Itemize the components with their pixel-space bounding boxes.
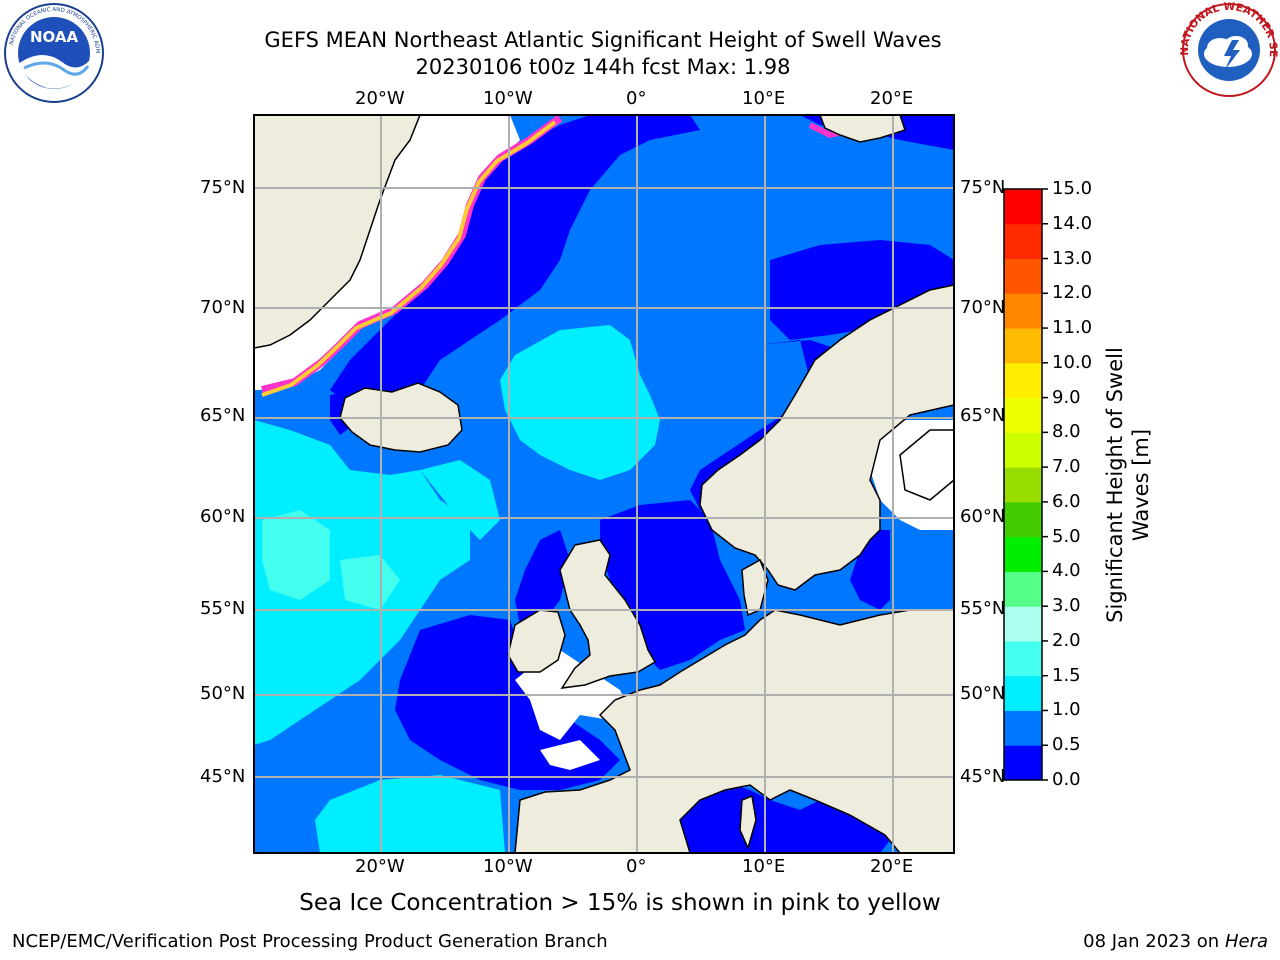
- colorbar-tick-label: 8.0: [1052, 421, 1081, 443]
- chart-subtitle: 20230106 t00z 144h fcst Max: 1.98: [415, 55, 791, 79]
- colorbar-label: Significant Height of Swell Waves [m]: [1103, 347, 1153, 623]
- colorbar-tick-label: 9.0: [1052, 386, 1081, 408]
- colorbar-tick-label: 0.0: [1052, 769, 1081, 790]
- colorbar-tick-label: 3.0: [1052, 595, 1081, 617]
- colorbar-tick-label: 15.0: [1052, 178, 1093, 199]
- map-frame: [253, 114, 955, 854]
- colorbar-tick-label: 2.0: [1052, 629, 1081, 651]
- lon-label-top-10w: 10°W: [483, 88, 533, 109]
- nws-logo: NATIONAL WEATHER SERVICE: [1178, 0, 1279, 97]
- lat-label-left-55n: 55°N: [200, 598, 246, 619]
- colorbar-tick-label: 11.0: [1052, 317, 1093, 339]
- colorbar-tick-label: 0.5: [1052, 734, 1081, 756]
- lat-label-right-65n: 65°N: [960, 405, 1006, 426]
- footer-date-text: 08 Jan 2023 on: [1083, 931, 1225, 952]
- footer-credit: NCEP/EMC/Verification Post Processing Pr…: [12, 931, 608, 952]
- ocean-field-1-5m-southwest: [315, 775, 505, 853]
- map-graticule: [254, 115, 954, 853]
- sea-ice-note: Sea Ice Concentration > 15% is shown in …: [0, 890, 1280, 916]
- colorbar-tick-label: 5.0: [1052, 525, 1081, 547]
- lat-label-left-70n: 70°N: [200, 297, 246, 318]
- lat-label-right-45n: 45°N: [960, 766, 1006, 787]
- ocean-field-1-5m-norwegian-sea: [500, 325, 660, 480]
- lon-label-top-20w: 20°W: [355, 88, 405, 109]
- ocean-field-0-5m-greenland-sea: [330, 115, 700, 410]
- land-svalbard: [819, 115, 906, 143]
- lon-label-top-20e: 20°E: [870, 88, 914, 109]
- colorbar-tick-label: 14.0: [1052, 212, 1093, 234]
- land-scandinavia: [699, 284, 954, 591]
- lon-label-bottom-20w: 20°W: [355, 856, 405, 877]
- lon-label-top-10e: 10°E: [742, 88, 786, 109]
- lat-label-left-45n: 45°N: [200, 766, 246, 787]
- land-great-britain: [559, 539, 657, 689]
- lon-label-bottom-10e: 10°E: [742, 856, 786, 877]
- colorbar-tick-label: 6.0: [1052, 490, 1081, 512]
- ocean-field-0-5m-barents-sea: [770, 240, 954, 340]
- colorbar-tick-label: 13.0: [1052, 247, 1093, 269]
- noaa-logo: NOAA NATIONAL OCEANIC AND ATMOSPHERIC AD…: [2, 2, 104, 103]
- footer-date: 08 Jan 2023 on Hera: [1083, 931, 1268, 952]
- sea-ice-note-text: Sea Ice Concentration > 15% is shown in …: [299, 890, 941, 916]
- lon-label-top-0: 0°: [626, 88, 647, 109]
- footer-machine: Hera: [1224, 931, 1268, 952]
- lat-label-right-75n: 75°N: [960, 177, 1006, 198]
- lat-label-left-65n: 65°N: [200, 405, 246, 426]
- noaa-logo-text: NOAA: [30, 28, 79, 46]
- chart-title: GEFS MEAN Northeast Atlantic Significant…: [264, 28, 942, 52]
- lat-label-left-75n: 75°N: [200, 177, 246, 198]
- colorbar-tick-label: 1.0: [1052, 699, 1081, 721]
- colorbar-tick-label: 12.0: [1052, 282, 1093, 304]
- lat-label-right-70n: 70°N: [960, 297, 1006, 318]
- lat-label-left-50n: 50°N: [200, 683, 246, 704]
- lat-label-right-50n: 50°N: [960, 683, 1006, 704]
- land-greenland: [254, 115, 421, 349]
- lon-label-bottom-10w: 10°W: [483, 856, 533, 877]
- lon-label-bottom-20e: 20°E: [870, 856, 914, 877]
- ocean-field-2m-west: [262, 510, 330, 600]
- lon-label-bottom-0: 0°: [626, 856, 647, 877]
- land-masses: [254, 115, 954, 853]
- lat-label-right-55n: 55°N: [960, 598, 1006, 619]
- lat-label-right-60n: 60°N: [960, 506, 1006, 527]
- colorbar-tick-label: 7.0: [1052, 456, 1081, 478]
- colorbar-tick-label: 4.0: [1052, 560, 1081, 582]
- lat-label-left-60n: 60°N: [200, 506, 246, 527]
- colorbar-tick-label: 10.0: [1052, 351, 1093, 373]
- colorbar-tick-label: 1.5: [1052, 664, 1081, 686]
